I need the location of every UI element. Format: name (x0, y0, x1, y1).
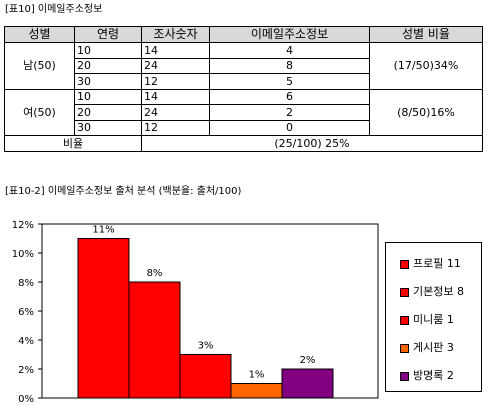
header-gender: 성별 (4, 26, 75, 43)
y-tick-label: 4% (18, 336, 34, 347)
gender-cell: 남(50) (4, 42, 75, 90)
legend-item: 미니룸 1 (400, 313, 454, 326)
legend-label: 게시판 3 (413, 341, 454, 354)
table-header-row: 성별 연령 조사숫자 이메일주소정보 성별 비율 (4, 26, 483, 43)
survey-count-cell: 12 (141, 119, 210, 136)
age-cell: 20 (74, 104, 142, 121)
header-gender-ratio: 성별 비율 (369, 26, 483, 43)
legend-swatch (400, 315, 409, 325)
survey-count-cell: 12 (141, 73, 210, 90)
survey-count-cell: 14 (141, 88, 210, 105)
legend-swatch (400, 343, 409, 353)
bar-방명록 (281, 368, 334, 399)
bar-프로필 (77, 238, 130, 399)
age-cell: 30 (74, 119, 142, 136)
legend-swatch (400, 259, 409, 269)
data-label: 2% (300, 355, 316, 366)
age-cell: 10 (74, 88, 142, 105)
table-footer-row: 비율 (25/100) 25% (4, 135, 483, 152)
y-tick-label: 6% (18, 307, 34, 318)
legend-label: 방명록 2 (413, 369, 454, 382)
footer-label: 비율 (4, 135, 142, 152)
ratio-cell: (17/50)34% (369, 42, 483, 90)
legend-swatch (400, 371, 409, 381)
legend-item: 프로필 11 (400, 257, 461, 270)
survey-count-cell: 24 (141, 57, 210, 74)
legend-label: 프로필 11 (413, 257, 461, 270)
legend-swatch (400, 287, 409, 297)
survey-count-cell: 14 (141, 42, 210, 59)
email-info-table: 성별 연령 조사숫자 이메일주소정보 성별 비율 남(50) 10 14 4 (… (4, 26, 483, 152)
chart-caption: [표10-2] 이메일주소정보 출처 분석 (백분율: 출처/100) (5, 186, 242, 197)
gender-cell: 여(50) (4, 88, 75, 136)
table-row: 남(50) 10 14 4 (17/50)34% (4, 42, 483, 90)
chart-legend: 프로필 11 기본정보 8 미니룸 1 게시판 3 방명록 2 (385, 242, 482, 392)
bar-미니룸 (179, 354, 232, 399)
email-info-cell: 5 (209, 73, 370, 90)
header-email-info: 이메일주소정보 (209, 26, 370, 43)
table-row: 여(50) 10 14 6 (8/50)16% (4, 88, 483, 136)
bar-게시판 (230, 383, 283, 399)
header-age: 연령 (74, 26, 142, 43)
y-tick-label: 10% (12, 249, 34, 260)
table-caption: [표10] 이메일주소정보 (5, 4, 103, 15)
header-survey-count: 조사숫자 (141, 26, 210, 43)
email-info-cell: 0 (209, 119, 370, 136)
data-label: 3% (198, 341, 214, 352)
age-cell: 10 (74, 42, 142, 59)
legend-item: 방명록 2 (400, 369, 454, 382)
email-info-cell: 8 (209, 57, 370, 74)
y-tick-label: 12% (12, 220, 34, 231)
data-label: 11% (92, 225, 114, 236)
footer-value: (25/100) 25% (141, 135, 483, 152)
y-tick-label: 2% (18, 365, 34, 376)
survey-count-cell: 24 (141, 104, 210, 121)
y-tick-label: 8% (18, 278, 34, 289)
data-label: 8% (147, 268, 163, 279)
legend-label: 미니룸 1 (413, 313, 454, 326)
data-label: 1% (249, 370, 265, 381)
legend-item: 기본정보 8 (400, 285, 464, 298)
y-tick-label: 0% (18, 394, 34, 405)
legend-item: 게시판 3 (400, 341, 454, 354)
bar-기본정보 (128, 281, 181, 399)
legend-label: 기본정보 8 (413, 285, 464, 298)
ratio-cell: (8/50)16% (369, 88, 483, 136)
email-info-cell: 6 (209, 88, 370, 105)
email-source-bar-chart: 0% 2% 4% 6% 8% 10% 12% 11% 8% 3% 1% 2% (12, 220, 379, 405)
age-cell: 30 (74, 73, 142, 90)
email-info-cell: 4 (209, 42, 370, 59)
email-info-cell: 2 (209, 104, 370, 121)
age-cell: 20 (74, 57, 142, 74)
